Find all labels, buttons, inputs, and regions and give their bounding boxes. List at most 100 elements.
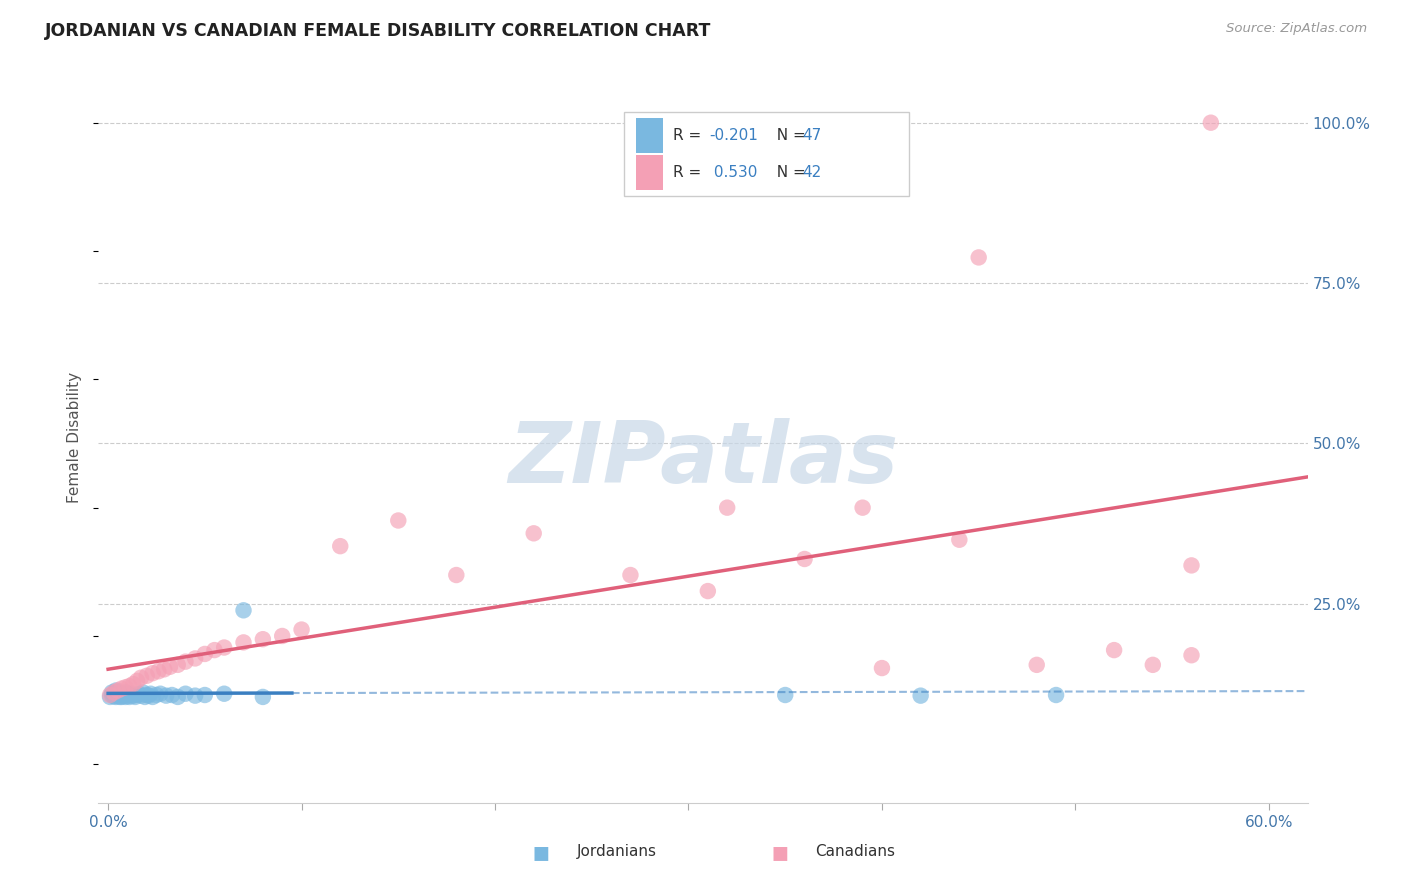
Point — [446, 568, 468, 582]
Point — [120, 687, 142, 701]
Point — [138, 689, 160, 703]
Point — [118, 679, 141, 693]
Point — [139, 687, 162, 701]
Point — [114, 690, 136, 704]
Point — [129, 689, 152, 703]
Text: 47: 47 — [803, 128, 821, 143]
Text: Canadians: Canadians — [815, 845, 896, 859]
Point — [122, 689, 145, 703]
Point — [107, 685, 129, 699]
Point — [111, 690, 134, 704]
Point — [129, 671, 152, 685]
Text: R =: R = — [672, 165, 706, 179]
Point — [118, 690, 141, 704]
Point — [212, 687, 235, 701]
Point — [128, 687, 150, 701]
Text: N =: N = — [768, 165, 811, 179]
Point — [117, 689, 139, 703]
Point — [1180, 558, 1202, 573]
Point — [1025, 657, 1047, 672]
Point — [716, 500, 738, 515]
Text: N =: N = — [768, 128, 811, 143]
Point — [127, 688, 149, 702]
Point — [1045, 688, 1067, 702]
Point — [773, 688, 796, 702]
Point — [111, 688, 134, 702]
FancyBboxPatch shape — [637, 154, 664, 190]
Point — [101, 688, 124, 702]
Text: -0.201: -0.201 — [709, 128, 758, 143]
Point — [124, 690, 146, 704]
Point — [212, 640, 235, 655]
Point — [523, 526, 546, 541]
Point — [108, 687, 131, 701]
Point — [155, 689, 177, 703]
Point — [174, 687, 197, 701]
Point — [101, 685, 124, 699]
FancyBboxPatch shape — [637, 118, 664, 153]
Point — [204, 643, 226, 657]
Point — [870, 661, 893, 675]
Point — [148, 665, 170, 679]
Text: Jordanians: Jordanians — [576, 845, 657, 859]
Point — [98, 690, 121, 704]
Point — [793, 552, 815, 566]
Point — [108, 690, 131, 704]
FancyBboxPatch shape — [624, 112, 908, 195]
Point — [118, 688, 141, 702]
Point — [166, 657, 188, 672]
Point — [948, 533, 970, 547]
Point — [852, 500, 875, 515]
Point — [194, 647, 217, 661]
Point — [910, 689, 932, 703]
Point — [103, 685, 125, 699]
Point — [114, 681, 136, 695]
Point — [104, 690, 127, 704]
Point — [111, 681, 134, 696]
Point — [166, 690, 188, 704]
Point — [184, 689, 207, 703]
Point — [329, 539, 352, 553]
Text: ZIPatlas: ZIPatlas — [508, 417, 898, 500]
Point — [271, 629, 294, 643]
Text: ▪: ▪ — [531, 838, 551, 866]
Point — [696, 584, 718, 599]
Point — [145, 688, 167, 702]
Point — [134, 690, 156, 704]
Point — [153, 662, 176, 676]
Point — [132, 685, 155, 699]
Text: Source: ZipAtlas.com: Source: ZipAtlas.com — [1226, 22, 1367, 36]
Point — [112, 687, 135, 701]
Point — [112, 689, 135, 703]
Point — [194, 688, 217, 702]
Point — [104, 683, 127, 698]
Point — [107, 689, 129, 703]
Point — [232, 635, 254, 649]
Text: JORDANIAN VS CANADIAN FEMALE DISABILITY CORRELATION CHART: JORDANIAN VS CANADIAN FEMALE DISABILITY … — [45, 22, 711, 40]
Point — [1180, 648, 1202, 663]
Y-axis label: Female Disability: Female Disability — [67, 371, 83, 503]
Point — [387, 514, 409, 528]
Point — [290, 623, 312, 637]
Point — [967, 251, 990, 265]
Point — [98, 688, 121, 702]
Point — [184, 651, 207, 665]
Point — [149, 687, 172, 701]
Point — [103, 687, 125, 701]
Text: 42: 42 — [803, 165, 821, 179]
Point — [135, 688, 157, 702]
Point — [127, 673, 149, 688]
Point — [107, 683, 129, 698]
Point — [1102, 643, 1125, 657]
Point — [103, 690, 125, 704]
Point — [619, 568, 641, 582]
Point — [117, 687, 139, 701]
Point — [252, 690, 274, 704]
Point — [135, 669, 157, 683]
Text: ▪: ▪ — [770, 838, 790, 866]
Point — [122, 677, 145, 691]
Point — [1199, 116, 1222, 130]
Point — [252, 632, 274, 647]
Point — [142, 666, 165, 681]
Point — [114, 685, 136, 699]
